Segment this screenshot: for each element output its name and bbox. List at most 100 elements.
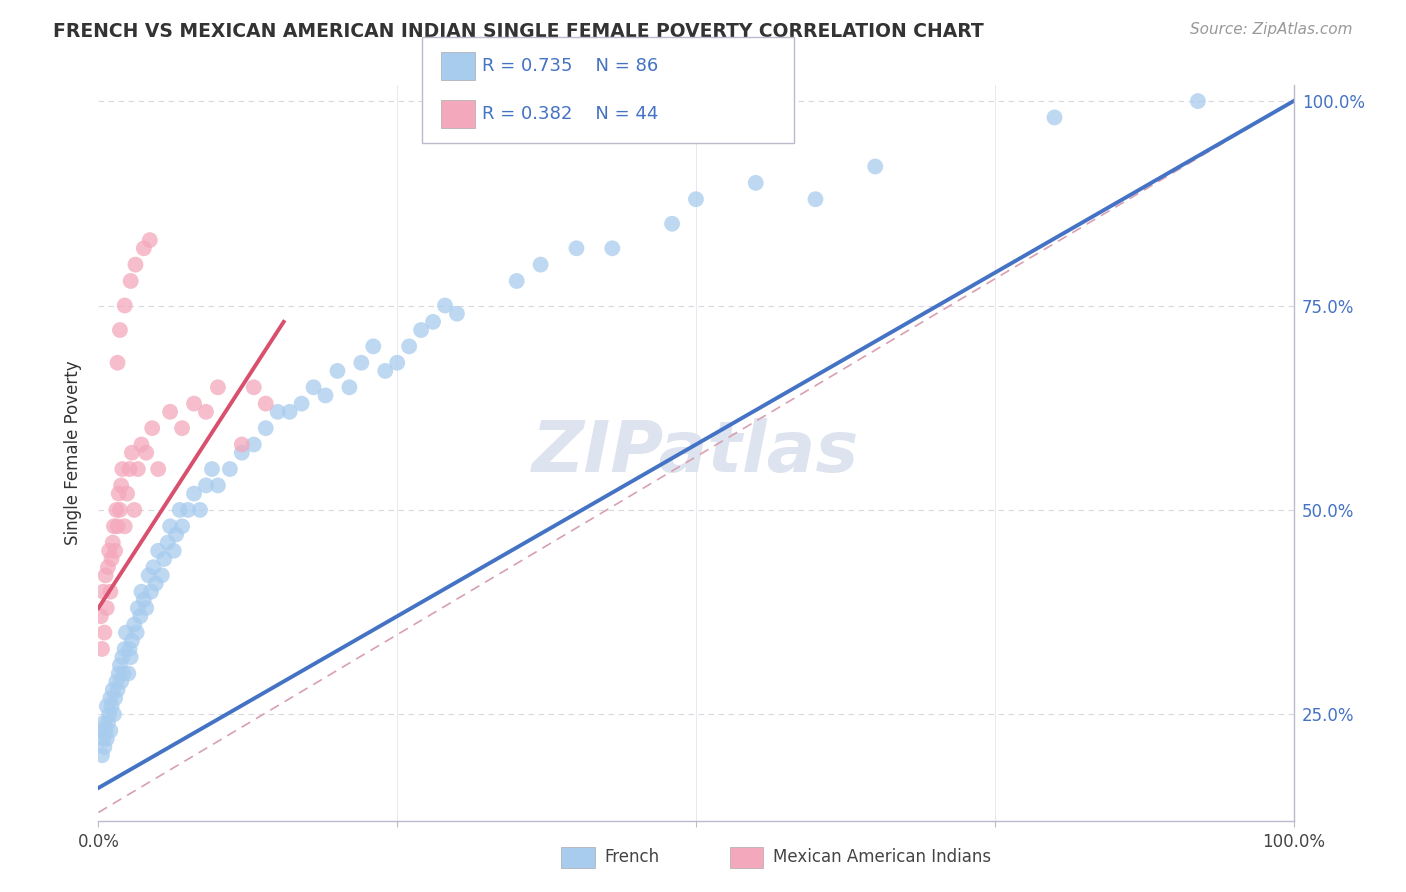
Point [141, 421, 163, 435]
Point [385, 356, 409, 370]
Point [363, 339, 385, 353]
Point [93, 740, 115, 755]
Point [104, 544, 127, 558]
Point [135, 601, 157, 615]
Point [172, 519, 194, 533]
Point [118, 462, 141, 476]
Point [219, 462, 242, 476]
Point [108, 503, 131, 517]
Point [422, 315, 444, 329]
Point [139, 233, 162, 247]
Point [254, 421, 277, 435]
Point [108, 323, 131, 337]
Point [103, 707, 125, 722]
Point [107, 519, 129, 533]
Point [105, 503, 128, 517]
Point [374, 364, 396, 378]
Point [103, 519, 125, 533]
Point [159, 519, 181, 533]
Point [110, 478, 132, 492]
Point [163, 544, 186, 558]
Point [434, 298, 457, 313]
Point [446, 307, 468, 321]
Point [114, 642, 136, 657]
Point [231, 437, 253, 451]
Text: ZIPatlas: ZIPatlas [533, 418, 859, 487]
Point [121, 446, 143, 460]
Text: Mexican American Indians: Mexican American Indians [773, 848, 991, 866]
Point [183, 396, 205, 410]
Point [120, 650, 142, 665]
Point [132, 241, 155, 255]
Point [207, 478, 229, 492]
Point [96, 731, 118, 746]
Point [165, 527, 187, 541]
Point [302, 380, 325, 394]
Point [188, 503, 211, 517]
Point [1043, 111, 1066, 125]
Point [107, 486, 129, 500]
Point [117, 666, 139, 681]
Point [100, 699, 122, 714]
Point [114, 298, 136, 313]
Point [91, 731, 114, 746]
Point [156, 535, 179, 549]
Point [98, 690, 122, 705]
Point [148, 544, 170, 558]
Point [114, 519, 136, 533]
Point [138, 568, 160, 582]
Text: FRENCH VS MEXICAN AMERICAN INDIAN SINGLE FEMALE POVERTY CORRELATION CHART: FRENCH VS MEXICAN AMERICAN INDIAN SINGLE… [53, 22, 984, 41]
Point [115, 486, 138, 500]
Point [120, 274, 142, 288]
Point [159, 405, 181, 419]
Point [96, 601, 118, 615]
Point [685, 192, 707, 206]
Point [98, 584, 122, 599]
Point [183, 486, 205, 500]
Point [91, 584, 114, 599]
Point [398, 339, 420, 353]
Point [97, 560, 120, 574]
Point [339, 380, 361, 394]
Point [139, 584, 162, 599]
Point [195, 478, 218, 492]
Point [243, 437, 266, 451]
Point [207, 380, 229, 394]
Point [661, 217, 683, 231]
Y-axis label: Single Female Poverty: Single Female Poverty [65, 360, 83, 545]
Point [153, 552, 176, 566]
Point [115, 625, 138, 640]
Point [127, 462, 149, 476]
Point [172, 421, 194, 435]
Point [602, 241, 624, 255]
Point [411, 323, 433, 337]
Point [148, 462, 170, 476]
Point [865, 160, 887, 174]
Point [150, 568, 173, 582]
Point [107, 666, 129, 681]
Point [104, 690, 127, 705]
Point [118, 642, 141, 657]
Point [100, 552, 122, 566]
Text: R = 0.735    N = 86: R = 0.735 N = 86 [482, 57, 658, 75]
Point [135, 446, 157, 460]
Point [254, 396, 277, 410]
Point [129, 609, 152, 624]
Point [107, 356, 129, 370]
Point [131, 584, 153, 599]
Point [142, 560, 165, 574]
Point [131, 437, 153, 451]
Point [110, 674, 132, 689]
Point [326, 364, 349, 378]
Point [145, 576, 167, 591]
Point [94, 568, 117, 582]
Point [121, 633, 143, 648]
Point [201, 462, 224, 476]
Point [124, 503, 146, 517]
Point [243, 380, 266, 394]
Point [124, 617, 146, 632]
Point [565, 241, 588, 255]
Point [108, 658, 131, 673]
Point [98, 544, 121, 558]
Point [94, 723, 117, 738]
